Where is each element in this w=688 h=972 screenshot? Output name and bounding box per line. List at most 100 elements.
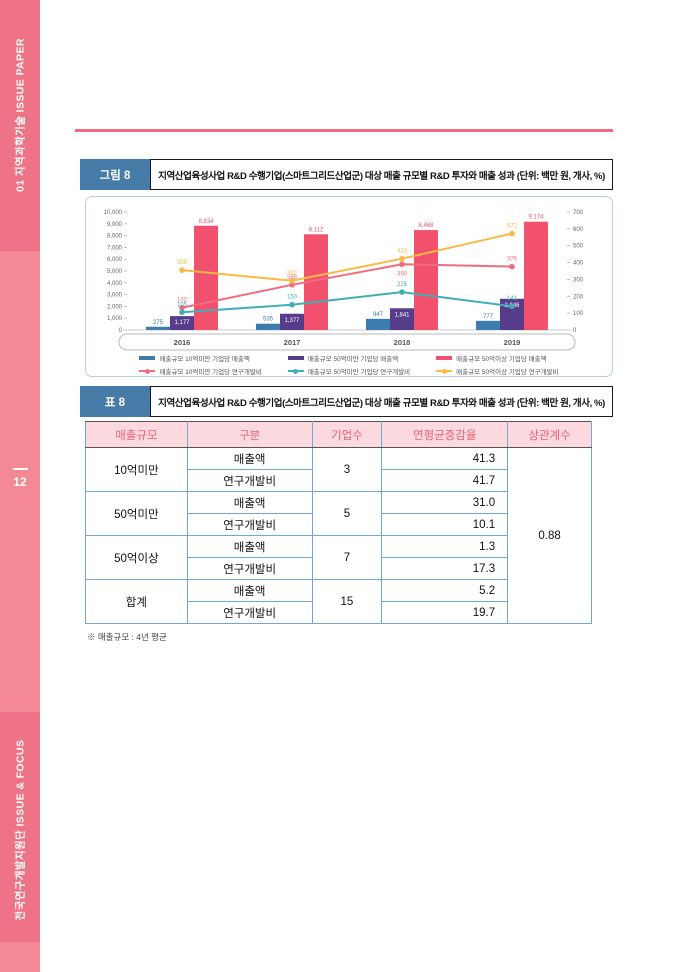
bar-2016 (146, 326, 170, 330)
legend-line-dot (441, 368, 447, 374)
cell-category: 연구개발비 (186, 601, 313, 624)
bar-label: 1,841 (394, 312, 410, 318)
left-axis-label: 7,000 (107, 245, 123, 251)
left-axis-label: 10,000 (104, 210, 123, 216)
bar-label: 947 (373, 312, 384, 318)
line-label: 292 (287, 271, 298, 277)
left-axis-label: 3,000 (107, 293, 123, 299)
cell-category: 연구개발비 (186, 513, 313, 536)
line-series (181, 291, 513, 314)
legend-bar-swatch (287, 355, 304, 361)
table-row: 10억미만 매출액 3 41.3 0.88 (85, 447, 592, 624)
cell-cagr: 1.3 (381, 535, 509, 558)
figure-caption: 그림 8 지역산업육성사업 R&D 수행기업(스마트그리드산업군) 대상 매출 … (80, 159, 613, 190)
cell-scale: 10억미만 (85, 447, 188, 492)
left-axis-label: 4,000 (107, 281, 123, 287)
legend-label: 매출규모 50억이상 기업당 연구개발비 (456, 369, 559, 376)
bar-2019 (524, 221, 548, 330)
line-label: 572 (507, 224, 518, 230)
header-correlation: 상관계수 (507, 421, 592, 448)
table-row: 50억이상 매출액 7 1.3 (85, 535, 592, 580)
bar-label: 1,177 (174, 320, 190, 326)
header-company-count: 기업수 (311, 421, 383, 448)
legend-label: 매출규모 50억미만 기업당 매출액 (307, 356, 399, 363)
sidebar: 01 지역과학기술 ISSUE PAPER 12 전국연구개발지원단 ISSUE… (0, 0, 40, 972)
x-axis-label: 2019 (504, 338, 521, 347)
sidebar-top-block: 01 지역과학기술 ISSUE PAPER (0, 0, 40, 251)
legend-label: 매출규모 10억미만 기업당 매출액 (159, 356, 250, 363)
left-axis-label: 0 (119, 328, 123, 334)
combo-chart: 0 1,000 2,000 3,000 4,000 5,000 6,000 7,000 8,00… (104, 210, 584, 351)
sidebar-top-label: 01 지역과학기술 ISSUE PAPER (14, 38, 27, 192)
line-label: 132 (177, 298, 188, 304)
legend-bar-swatch (436, 355, 453, 361)
legend-item: 매출규모 50억미만 기업당 매출액 (287, 353, 410, 363)
bar-2018 (390, 308, 414, 330)
right-axis-label: 700 (573, 210, 584, 216)
bar-2019 (476, 320, 500, 330)
figure-title: 지역산업육성사업 R&D 수행기업(스마트그리드산업군) 대상 매출 규모별 R… (150, 159, 613, 190)
x-axis-label: 2016 (174, 338, 191, 347)
content-inner: 그림 8 지역산업육성사업 R&D 수행기업(스마트그리드산업군) 대상 매출 … (75, 129, 613, 643)
cell-cagr: 17.3 (381, 557, 509, 580)
legend-line-dot (144, 368, 150, 374)
legend-item: 매출규모 50억미만 기업당 연구개발비 (287, 366, 411, 376)
page-number-text: 12 (13, 475, 27, 489)
line-label: 390 (397, 271, 408, 277)
cell-cagr: 5.2 (381, 579, 509, 602)
line-label: 225 (397, 282, 408, 288)
cell-category: 연구개발비 (186, 469, 313, 492)
line-point (289, 277, 295, 284)
left-axis-label: 2,000 (107, 304, 123, 310)
bar-label: 535 (263, 317, 274, 323)
legend-line-swatch (139, 368, 156, 374)
chart-legend: 매출규모 10억미만 기업당 매출액 매출규모 50억미만 기업당 매출액 매출규모… (86, 353, 612, 376)
line-point (289, 301, 295, 308)
line-label: 355 (177, 260, 188, 266)
legend-item: 매출규모 10억미만 기업당 연구개발비 (139, 366, 262, 376)
cell-count: 7 (311, 535, 383, 580)
line-point (509, 303, 515, 310)
table-caption: 표 8 지역산업육성사업 R&D 수행기업(스마트그리드산업군) 대상 매출 규… (80, 386, 613, 417)
legend-label: 매출규모 50억이상 기업당 매출액 (456, 356, 547, 363)
legend-item: 매출규모 50억이상 기업당 매출액 (436, 353, 558, 363)
right-axis-label: 0 (573, 328, 577, 334)
cell-scale: 50억미만 (85, 491, 188, 536)
line-point (179, 304, 185, 311)
line-label: 141 (507, 296, 518, 302)
cell-category: 연구개발비 (186, 557, 313, 580)
legend-label: 매출규모 50억미만 기업당 연구개발비 (307, 369, 411, 376)
legend-line-dot (293, 368, 299, 374)
cell-scale: 50억이상 (85, 535, 188, 580)
left-axis-label: 6,000 (107, 257, 123, 263)
left-axis-label: 5,000 (107, 269, 123, 275)
line-series (181, 263, 513, 309)
sidebar-bottom-label: 전국연구개발지원단 ISSUE & FOCUS (14, 739, 27, 921)
right-axis-label: 600 (573, 227, 584, 233)
line-point (399, 289, 405, 295)
line-point (509, 230, 515, 237)
x-axis-label: 2018 (394, 338, 411, 347)
bar-label: 8,468 (418, 223, 434, 229)
line-label: 423 (397, 249, 408, 255)
cell-cagr: 10.1 (381, 513, 509, 536)
page-number: 12 (0, 468, 40, 491)
x-axis-label: 2017 (284, 338, 301, 347)
page-content: 그림 8 지역산업육성사업 R&D 수행기업(스마트그리드산업군) 대상 매출 … (40, 0, 688, 972)
line-point (399, 261, 405, 268)
figure-tag: 그림 8 (80, 159, 150, 190)
legend-bar-swatch (139, 355, 156, 361)
page-number-rule (12, 468, 28, 470)
data-table: 매출규모 구분 기업수 연평균증감율 상관계수 10억미만 매출액 3 41.3… (85, 421, 592, 624)
right-axis-label: 500 (573, 244, 584, 250)
cell-category: 매출액 (186, 535, 313, 558)
line-point (399, 255, 405, 262)
legend-item: 매출규모 50억이상 기업당 연구개발비 (436, 366, 559, 376)
right-axis-label: 200 (573, 294, 584, 300)
cell-category: 매출액 (186, 491, 313, 514)
line-point (509, 263, 515, 270)
bar-2017 (256, 323, 280, 330)
cell-count: 5 (311, 491, 383, 536)
cell-cagr: 31.0 (381, 491, 509, 514)
